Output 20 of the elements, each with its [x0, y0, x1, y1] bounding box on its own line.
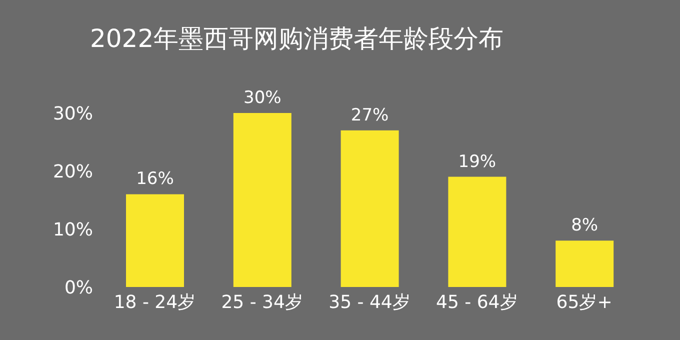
- x-tick-label: 45 - 64岁: [436, 292, 518, 313]
- x-tick-label: 35 - 44岁: [328, 292, 410, 313]
- data-label: 19%: [458, 152, 496, 172]
- data-label: 8%: [571, 216, 598, 236]
- y-tick-label: 10%: [52, 219, 93, 240]
- bar: [556, 240, 614, 287]
- data-label: 16%: [136, 169, 174, 190]
- y-tick-label: 0%: [64, 277, 93, 298]
- chart-title: 2022年墨西哥网购消费者年龄段分布: [90, 23, 504, 55]
- bar: [126, 194, 184, 287]
- data-label: 30%: [244, 88, 282, 108]
- data-label: 27%: [350, 105, 389, 126]
- bar: [340, 130, 399, 287]
- x-tick-label: 65岁+: [556, 292, 612, 313]
- x-tick-label: 18 - 24岁: [114, 292, 196, 313]
- bar: [448, 176, 506, 287]
- bar: [233, 113, 292, 287]
- y-tick-label: 30%: [52, 103, 93, 124]
- y-tick-label: 20%: [52, 161, 93, 182]
- x-tick-label: 25 - 34岁: [221, 292, 303, 313]
